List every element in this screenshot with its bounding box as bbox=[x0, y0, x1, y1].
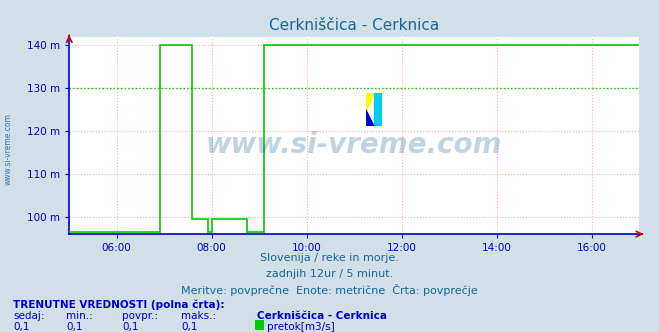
Text: povpr.:: povpr.: bbox=[122, 311, 158, 321]
Title: Cerkniščica - Cerknica: Cerkniščica - Cerknica bbox=[269, 18, 440, 33]
Text: 0,1: 0,1 bbox=[122, 322, 138, 332]
Text: 0,1: 0,1 bbox=[13, 322, 30, 332]
Text: Meritve: povprečne  Enote: metrične  Črta: povprečje: Meritve: povprečne Enote: metrične Črta:… bbox=[181, 284, 478, 296]
Text: Cerkniščica - Cerknica: Cerkniščica - Cerknica bbox=[257, 311, 387, 321]
Text: www.si-vreme.com: www.si-vreme.com bbox=[3, 114, 13, 185]
Text: zadnjih 12ur / 5 minut.: zadnjih 12ur / 5 minut. bbox=[266, 269, 393, 279]
Text: TRENUTNE VREDNOSTI (polna črta):: TRENUTNE VREDNOSTI (polna črta): bbox=[13, 299, 225, 310]
Text: pretok[m3/s]: pretok[m3/s] bbox=[267, 322, 335, 332]
Text: 0,1: 0,1 bbox=[181, 322, 198, 332]
Polygon shape bbox=[374, 93, 382, 126]
Polygon shape bbox=[366, 93, 374, 110]
Text: min.:: min.: bbox=[66, 311, 93, 321]
Polygon shape bbox=[366, 110, 374, 126]
Text: sedaj:: sedaj: bbox=[13, 311, 45, 321]
Text: maks.:: maks.: bbox=[181, 311, 216, 321]
Text: Slovenija / reke in morje.: Slovenija / reke in morje. bbox=[260, 253, 399, 263]
Text: 0,1: 0,1 bbox=[66, 322, 82, 332]
Text: www.si-vreme.com: www.si-vreme.com bbox=[206, 131, 502, 159]
